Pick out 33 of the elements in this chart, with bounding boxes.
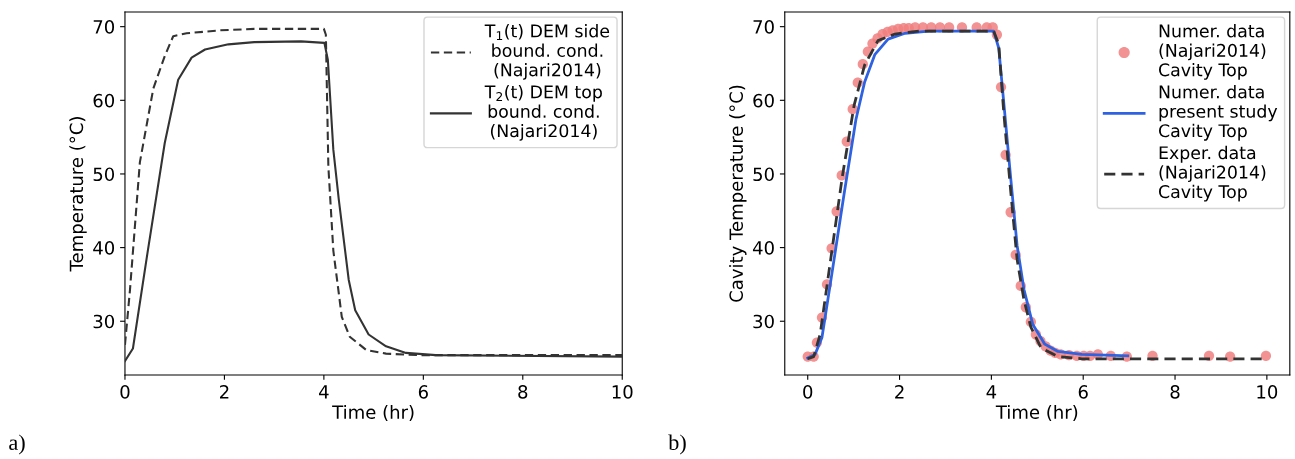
x-tick-label: 6 [418,385,428,399]
legend-label: Numer. data (Najari2014) Cavity Top [1158,24,1266,80]
y-tick-label: 50 [93,167,115,182]
text: a) [9,434,25,455]
y-tick-label: 30 [93,314,115,329]
x-tick-label: 8 [1170,385,1180,399]
text: b) [668,434,686,455]
legend-label: Exper. data (Najari2014) Cavity Top [1158,145,1266,202]
y-tick-label: 70 [753,20,774,34]
x-tick-label: 4 [319,385,329,399]
y-tick-label: 40 [93,241,115,255]
x-tick-label: 8 [518,385,528,399]
x-tick-label: 2 [220,385,229,399]
legend-label: T$_{1}$(t) DEM side bound. cond. (Najari2014) [484,24,610,80]
x-tick-label: 0 [120,385,130,399]
y-tick-label: 60 [93,93,115,108]
y-tick-label: 70 [93,20,115,34]
x-axis-title: Time (hr) [995,404,1078,422]
y-tick-label: 30 [753,314,774,329]
x-tick-label: 2 [895,385,904,399]
x-axis-title: Time (hr) [332,404,414,422]
y-tick-label: 40 [752,241,774,255]
y-axis-title: Temperature (°C) [69,117,87,272]
x-tick-label: 6 [1078,385,1088,399]
legend-label: T$_{2}$(t) DEM top bound. cond. (Najari2014) [484,84,602,141]
legend-label: Numer. data present study Cavity Top [1158,84,1278,141]
y-tick-label: 60 [753,93,774,108]
x-tick-label: 0 [803,385,813,399]
x-tick-label: 4 [986,385,997,399]
y-axis-title: Cavity Temperature (°C) [729,85,747,302]
x-tick-label: 10 [612,385,633,399]
x-tick-label: 10 [1257,385,1278,399]
y-tick-label: 50 [753,167,774,182]
